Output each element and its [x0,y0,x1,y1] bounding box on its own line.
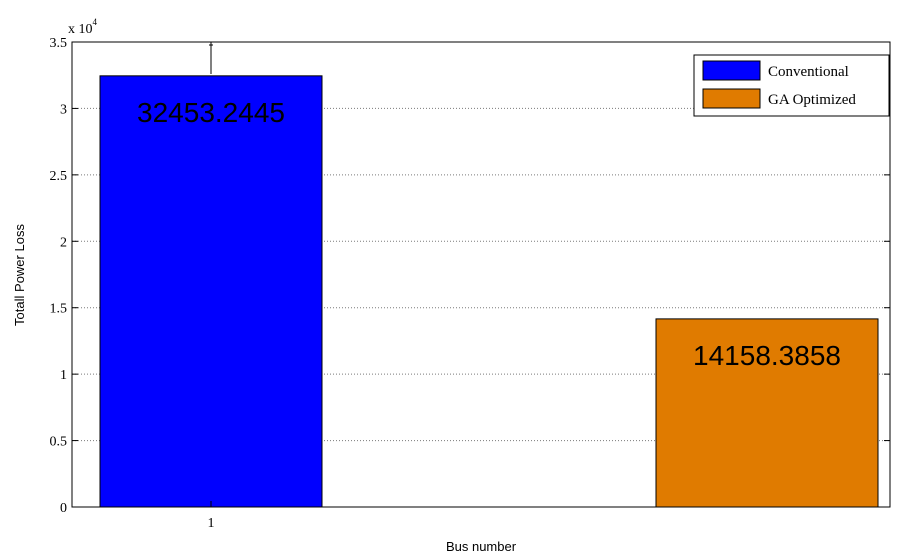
plot-frame [71,41,891,508]
legend-swatch-conventional [702,60,761,81]
x-tick-label: 1 [208,516,215,531]
y-tick-label: 1.5 [50,302,68,317]
y-tick-label: 3 [60,102,67,117]
y-axis-label: Totall Power Loss [12,224,27,326]
legend-label-ga-optimized: GA Optimized [768,92,856,108]
y-tick-label: 2.5 [50,169,68,184]
y-ticks: 0 0.5 1 1.5 2 2.5 3 3.5 [50,36,890,516]
legend-swatch-ga-optimized [702,88,761,109]
y-tick-label: 1 [60,368,67,383]
x-axis-label: Bus number [446,539,517,554]
y-tick-label: 2 [60,235,67,250]
y-exponent-base: x 10 [68,22,93,37]
y-tick-label: 0.5 [50,435,68,450]
y-tick-label: 3.5 [50,36,68,51]
y-tick-label: 0 [60,501,67,516]
y-exponent-label: x 104 [68,17,98,37]
bar-label-conventional: 32453.2445 [137,97,285,128]
y-exponent-power: 4 [93,17,98,27]
bar-conventional [99,75,323,508]
bars: 32453.2445 14158.3858 [99,75,879,508]
legend: Conventional GA Optimized [693,54,890,117]
legend-label-conventional: Conventional [768,64,849,80]
bar-ga-optimized [655,318,879,508]
bar-label-ga-optimized: 14158.3858 [693,340,841,371]
x-ticks: 1 [208,501,215,531]
